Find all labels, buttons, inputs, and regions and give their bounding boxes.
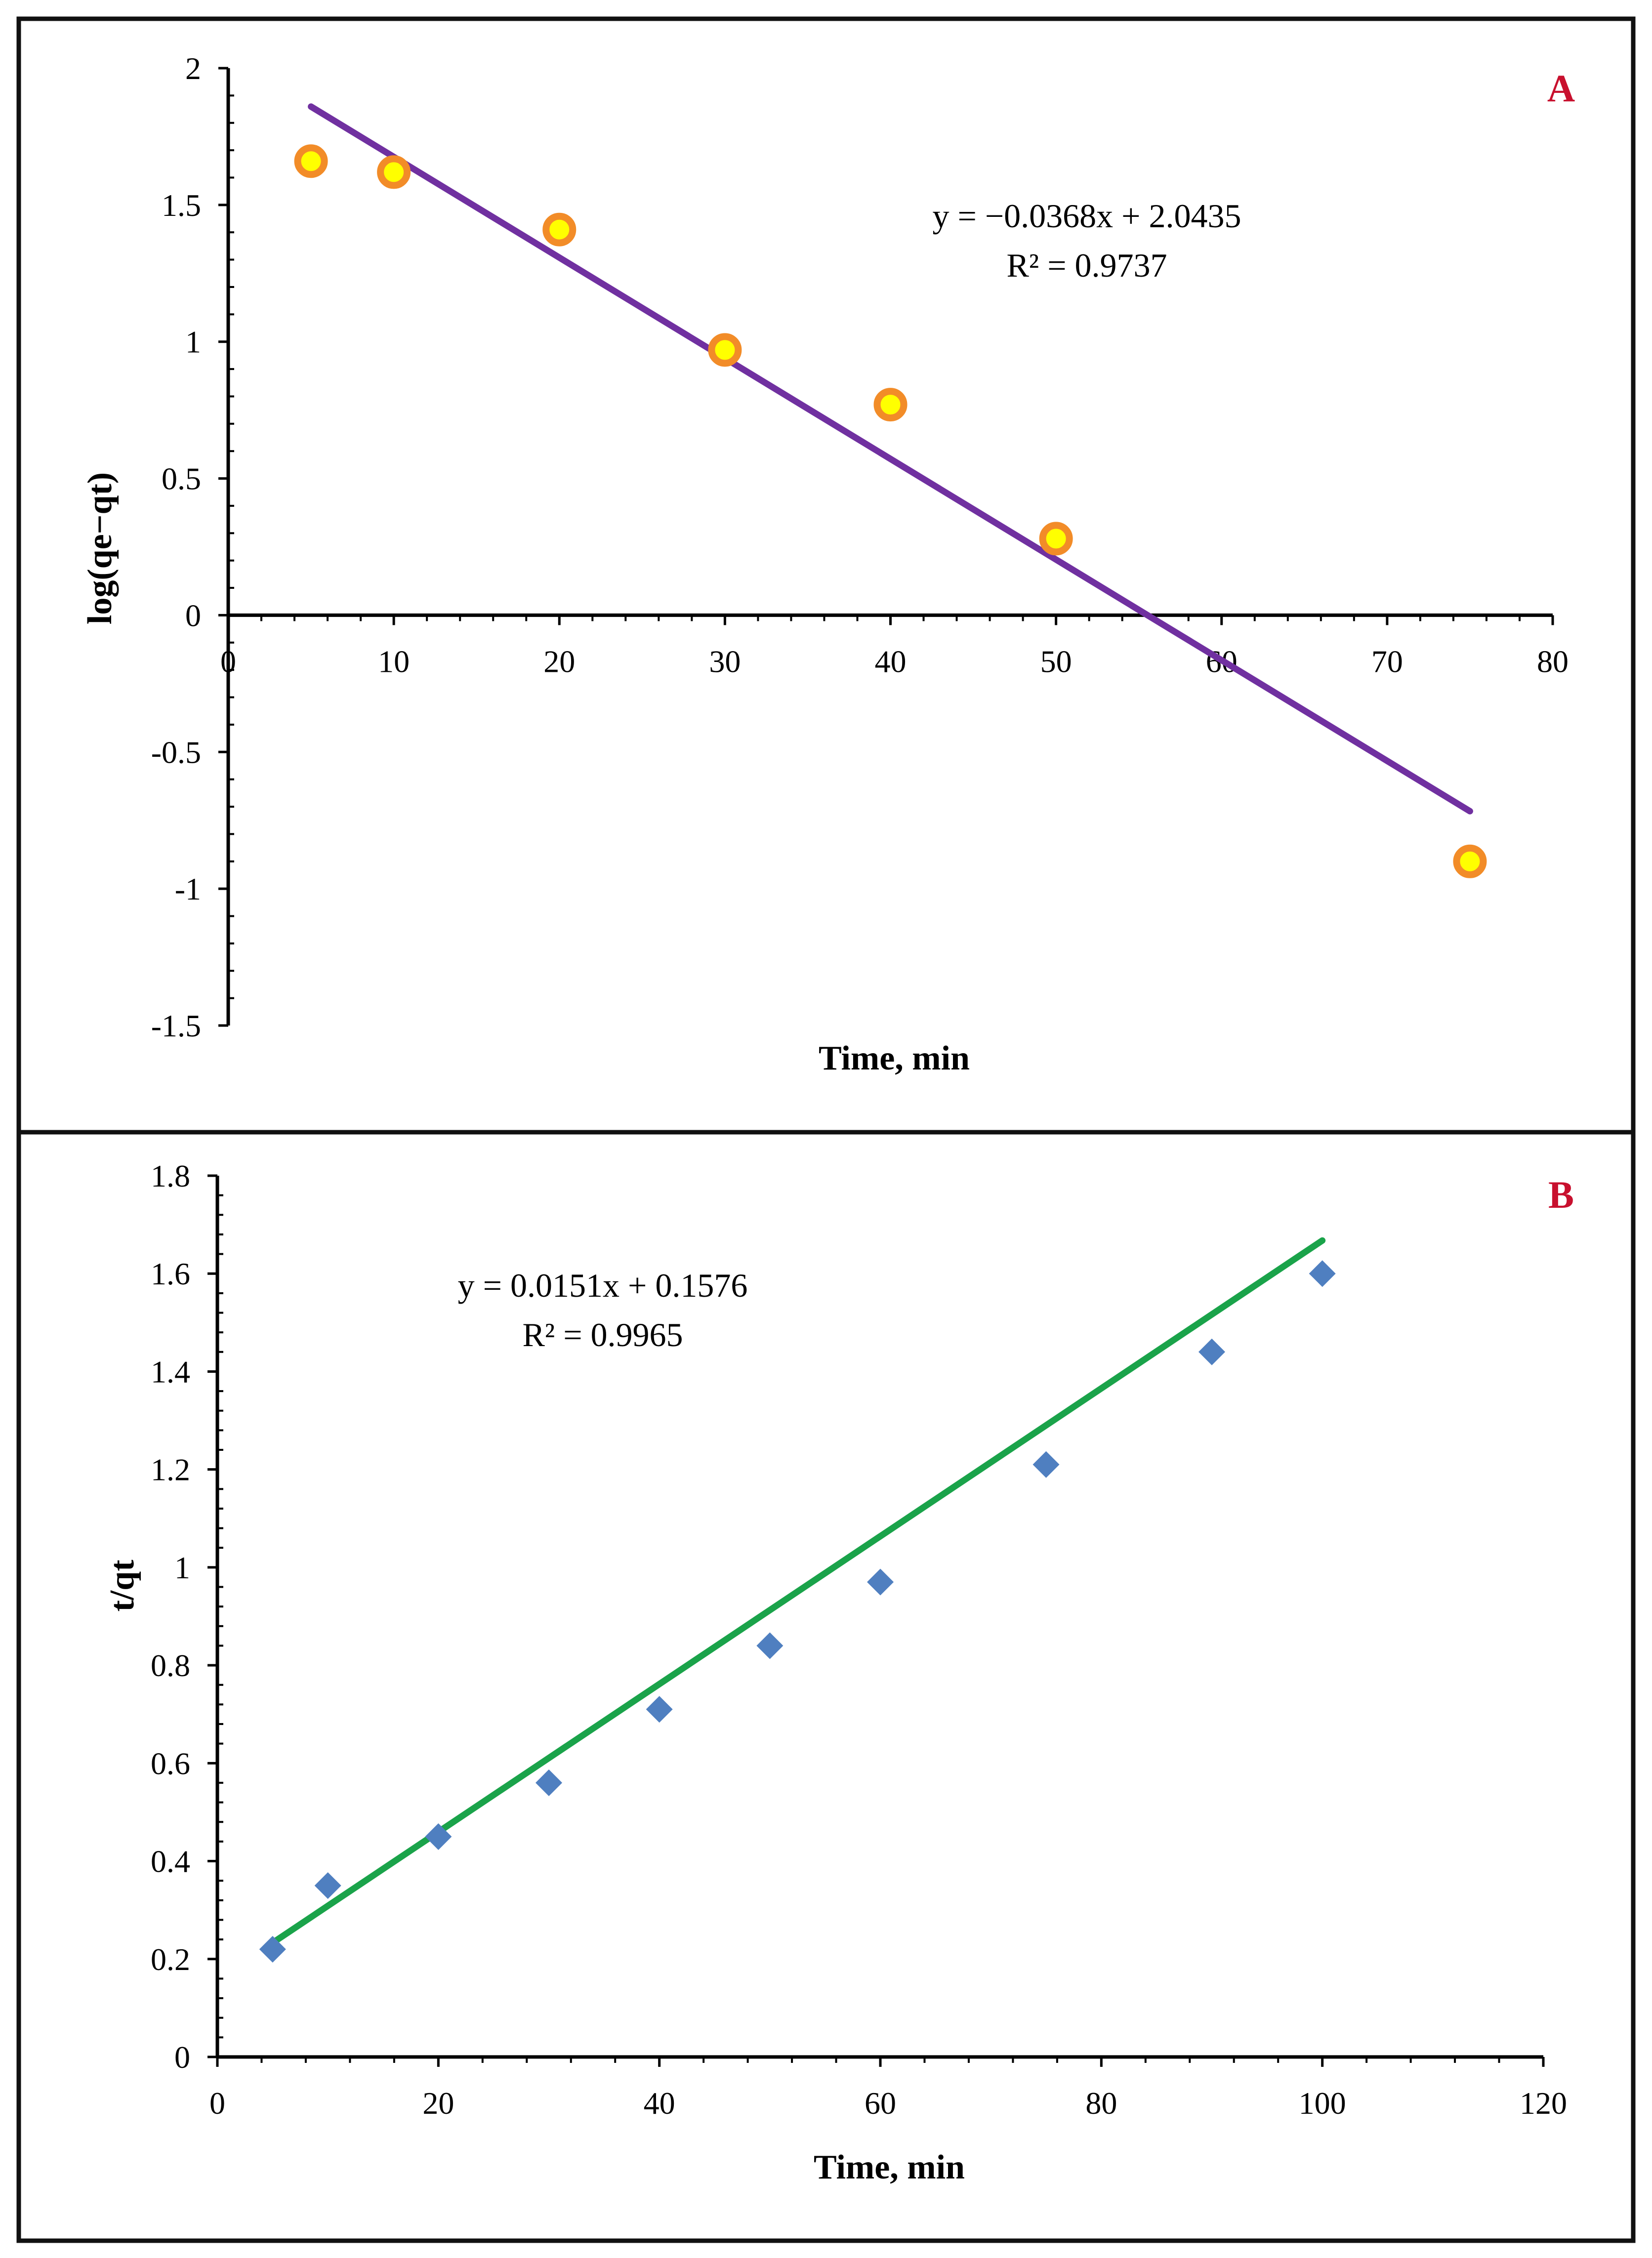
panel-a-fit-line <box>308 103 1473 815</box>
panel-a-y-tick-label: 2 <box>185 51 201 86</box>
panel-b-y-tick-label: 1.2 <box>151 1452 190 1487</box>
panel-b-data-point <box>259 1935 286 1963</box>
panel-b-data-point <box>1309 1260 1336 1287</box>
panel-a-x-axis-title: Time, min <box>819 1039 970 1077</box>
panel-b-label: B <box>1548 1173 1574 1216</box>
panel-a-data-point <box>708 333 742 367</box>
panel-b-data-point <box>756 1632 784 1659</box>
panel-b-data-point <box>536 1769 562 1796</box>
panel-b-x-tick-label: 100 <box>1299 2086 1346 2121</box>
panel-a-data-point <box>873 388 908 422</box>
panel-b-x-tick-label: 80 <box>1085 2086 1117 2121</box>
panel-a-y-tick-label: -1 <box>175 871 201 906</box>
panel-a-chart: A y = −0.0368x + 2.0435 R² = 0.9737 Time… <box>81 51 1575 1077</box>
panel-b-frame <box>16 1130 1636 2243</box>
panel-b-y-tick-label: 1 <box>174 1550 190 1585</box>
panel-b-y-tick-label: 0.2 <box>151 1942 190 1977</box>
panel-a-label: A <box>1547 67 1575 110</box>
panel-b-y-tick-label: 1.4 <box>151 1354 190 1389</box>
panel-a-x-tick-label: 0 <box>220 644 236 679</box>
panel-a-x-tick-label: 10 <box>378 644 410 679</box>
panel-a-equation: y = −0.0368x + 2.0435 <box>932 197 1241 235</box>
panel-a-y-tick-label: 1 <box>185 325 201 360</box>
panel-a-y-tick-label: -0.5 <box>151 735 201 770</box>
panel-a-data-point <box>542 212 577 246</box>
panel-a-x-tick-label: 70 <box>1371 644 1403 679</box>
panel-b-y-tick-label: 0.8 <box>151 1648 190 1683</box>
panel-a-data-point <box>1039 522 1073 556</box>
panel-b-y-axis-title: t/qt <box>103 1560 141 1612</box>
panel-b-x-tick-label: 60 <box>865 2086 896 2121</box>
panel-b-x-tick-label: 20 <box>422 2086 454 2121</box>
panel-b-data-point <box>867 1568 894 1596</box>
panel-b-x-tick-label: 40 <box>644 2086 675 2121</box>
panel-a-x-tick-label: 20 <box>543 644 575 679</box>
panel-b-y-tick-label: 1.8 <box>151 1158 190 1193</box>
panel-b-x-tick-label: 120 <box>1520 2086 1567 2121</box>
panel-b-data-point <box>1198 1338 1225 1365</box>
panel-a-x-tick-label: 80 <box>1537 644 1569 679</box>
panel-b-chart: B y = 0.0151x + 0.1576 R² = 0.9965 Time,… <box>103 1158 1574 2186</box>
panel-a-x-tick-label: 50 <box>1040 644 1072 679</box>
panel-b-x-axis-title: Time, min <box>814 2148 965 2186</box>
panel-b-y-tick-label: 0 <box>174 2040 190 2075</box>
panel-b-r-squared: R² = 0.9965 <box>522 1316 683 1354</box>
panel-a-x-tick-label: 30 <box>709 644 741 679</box>
panel-a-data-point <box>1453 844 1487 878</box>
panel-b-equation: y = 0.0151x + 0.1576 <box>458 1267 748 1304</box>
panel-b-data-point <box>1032 1451 1060 1478</box>
panel-b-y-tick-label: 0.6 <box>151 1746 190 1781</box>
panel-a-y-tick-label: 0 <box>185 598 201 633</box>
panel-b-x-tick-label: 0 <box>209 2086 225 2121</box>
panel-a-y-tick-label: 1.5 <box>162 188 201 223</box>
panel-a-y-tick-label: -1.5 <box>151 1008 201 1043</box>
panel-a-y-tick-label: 0.5 <box>162 461 201 496</box>
panel-a-y-axis-title: log(qe−qt) <box>81 472 119 624</box>
panel-b-data-point <box>425 1823 452 1850</box>
panel-a-data-point <box>377 155 411 189</box>
panel-b-y-tick-label: 0.4 <box>151 1844 190 1879</box>
panel-b-fit-line <box>269 1237 1326 1946</box>
panel-b-data-point <box>314 1872 341 1899</box>
panel-a-data-point <box>294 144 328 178</box>
panel-a-x-tick-label: 40 <box>875 644 907 679</box>
panel-b-data-point <box>646 1696 673 1723</box>
panel-a-r-squared: R² = 0.9737 <box>1006 246 1167 284</box>
panel-a-frame <box>16 16 1636 1135</box>
panel-b-y-tick-label: 1.6 <box>151 1256 190 1291</box>
